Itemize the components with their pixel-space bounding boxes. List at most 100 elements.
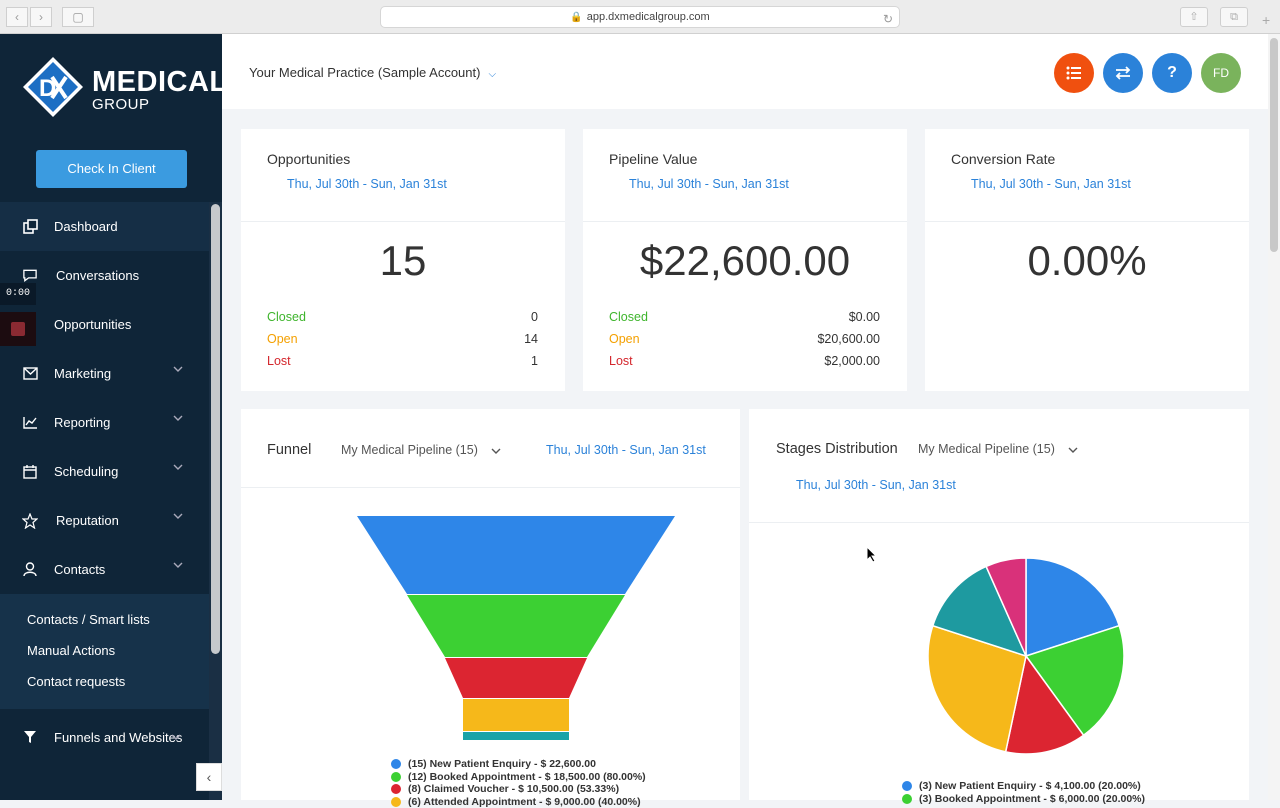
legend-item[interactable]: (3) Booked Appointment - $ 6,000.00 (20.…	[902, 793, 1145, 806]
page-scrollbar-thumb[interactable]	[1270, 38, 1278, 252]
address-bar[interactable]: 🔒app.dxmedicalgroup.com ↻	[380, 6, 900, 28]
url-text: app.dxmedicalgroup.com	[587, 11, 710, 23]
legend-item[interactable]: (8) Claimed Voucher - $ 10,500.00 (53.33…	[391, 783, 646, 796]
sidebar-item-reporting[interactable]: Reporting	[0, 398, 209, 447]
open-value: 14	[524, 332, 538, 346]
pipeline-select[interactable]: My Medical Pipeline (15)	[918, 442, 1078, 456]
funnel-layer-last	[463, 732, 569, 740]
stages-pie-chart	[749, 539, 1249, 779]
account-switcher[interactable]: Your Medical Practice (Sample Account)⌵	[249, 65, 496, 80]
reload-icon[interactable]: ↻	[883, 9, 893, 30]
tabs-icon[interactable]: ⧉	[1220, 7, 1248, 27]
legend-label: (3) New Patient Enquiry - $ 4,100.00 (20…	[919, 780, 1141, 792]
page-scrollbar[interactable]	[1268, 34, 1280, 800]
date-range-link[interactable]: Thu, Jul 30th - Sun, Jan 31st	[796, 478, 956, 492]
question-icon: ?	[1167, 64, 1177, 82]
chevron-down-icon	[171, 734, 181, 740]
conversion-rate-card: Conversion Rate Thu, Jul 30th - Sun, Jan…	[925, 129, 1249, 391]
legend-dot	[902, 781, 912, 791]
share-icon[interactable]: ⇧	[1180, 7, 1208, 27]
funnel-panel: Funnel My Medical Pipeline (15) Thu, Jul…	[241, 409, 740, 800]
divider	[241, 221, 565, 222]
submenu-item-smart-lists[interactable]: Contacts / Smart lists	[0, 604, 209, 635]
legend-item[interactable]: (15) New Patient Enquiry - $ 22,600.00	[391, 758, 646, 771]
panel-title: Funnel	[267, 442, 311, 458]
lost-label: Lost	[609, 354, 633, 368]
task-list-button[interactable]	[1054, 53, 1094, 93]
legend-dot	[391, 797, 401, 807]
dashboard-icon	[22, 219, 38, 235]
card-title: Conversion Rate	[951, 151, 1055, 167]
card-title: Pipeline Value	[609, 151, 697, 167]
chat-icon	[22, 268, 38, 284]
chevron-down-icon	[173, 415, 183, 421]
logo[interactable]: D MEDICAL GROUP	[22, 54, 202, 122]
sidebar-item-reputation[interactable]: Reputation	[0, 496, 209, 545]
sidebar-item-marketing[interactable]: Marketing	[0, 349, 209, 398]
collapse-sidebar-button[interactable]: ‹	[196, 763, 222, 791]
stop-icon	[11, 322, 25, 336]
submenu-item-manual-actions[interactable]: Manual Actions	[0, 635, 209, 666]
new-tab-icon[interactable]: +	[1262, 12, 1270, 28]
lost-row: Lost $2,000.00	[609, 354, 880, 376]
pipeline-select-value: My Medical Pipeline (15)	[341, 443, 478, 457]
pipeline-value-card: Pipeline Value Thu, Jul 30th - Sun, Jan …	[583, 129, 907, 391]
filter-icon	[22, 729, 38, 745]
date-range-link[interactable]: Thu, Jul 30th - Sun, Jan 31st	[546, 443, 706, 457]
logo-subtext: GROUP	[92, 96, 150, 113]
mail-icon	[22, 366, 38, 382]
list-icon	[1066, 66, 1082, 80]
sidebar-toggle-icon[interactable]: ▢	[62, 7, 94, 27]
sidebar-scrollbar-thumb[interactable]	[211, 204, 220, 654]
date-range-link[interactable]: Thu, Jul 30th - Sun, Jan 31st	[971, 177, 1131, 191]
opportunities-card: Opportunities Thu, Jul 30th - Sun, Jan 3…	[241, 129, 565, 391]
legend-item[interactable]: (6) Attended Appointment - $ 9,000.00 (4…	[391, 796, 646, 808]
open-value: $20,600.00	[817, 332, 880, 346]
browser-toolbar: ‹ › ▢ 🔒app.dxmedicalgroup.com ↻ ⇧ ⧉ +	[0, 0, 1280, 34]
legend-label: (15) New Patient Enquiry - $ 22,600.00	[408, 758, 596, 770]
check-in-client-button[interactable]: Check In Client	[36, 150, 187, 188]
date-range-link[interactable]: Thu, Jul 30th - Sun, Jan 31st	[629, 177, 789, 191]
sidebar-item-contacts[interactable]: Contacts	[0, 545, 209, 594]
pipeline-select[interactable]: My Medical Pipeline (15)	[341, 443, 501, 457]
legend-dot	[391, 772, 401, 782]
date-range-link[interactable]: Thu, Jul 30th - Sun, Jan 31st	[287, 177, 447, 191]
funnel-layer-new-patient	[357, 516, 675, 594]
lost-value: 1	[531, 354, 538, 368]
record-stop-button[interactable]	[0, 312, 36, 346]
legend-item[interactable]: (3) New Patient Enquiry - $ 4,100.00 (20…	[902, 780, 1145, 793]
avatar[interactable]: FD	[1201, 53, 1241, 93]
submenu-item-contact-requests[interactable]: Contact requests	[0, 666, 209, 697]
lost-label: Lost	[267, 354, 291, 368]
legend-item[interactable]: (12) Booked Appointment - $ 18,500.00 (8…	[391, 771, 646, 784]
lost-row: Lost 1	[267, 354, 538, 376]
contacts-submenu: Contacts / Smart lists Manual Actions Co…	[0, 594, 209, 709]
chevron-down-icon: ⌵	[488, 69, 496, 80]
funnel-layer-booked	[407, 595, 625, 657]
back-icon[interactable]: ‹	[6, 7, 28, 27]
legend-label: (8) Claimed Voucher - $ 10,500.00 (53.33…	[408, 783, 619, 795]
closed-value: $0.00	[849, 310, 880, 324]
logo-diamond-icon: D	[22, 56, 84, 118]
pipeline-value: $22,600.00	[583, 237, 907, 285]
divider	[925, 221, 1249, 222]
chevron-down-icon	[173, 562, 183, 568]
conversion-rate-value: 0.00%	[925, 237, 1249, 285]
logo-text: MEDICAL	[92, 66, 228, 99]
legend-dot	[391, 759, 401, 769]
sidebar-item-funnels[interactable]: Funnels and Websites	[0, 709, 209, 765]
switch-account-button[interactable]	[1103, 53, 1143, 93]
lost-value: $2,000.00	[824, 354, 880, 368]
chart-icon	[22, 415, 38, 431]
sidebar-item-dashboard[interactable]: Dashboard	[0, 202, 209, 251]
stages-legend: (3) New Patient Enquiry - $ 4,100.00 (20…	[902, 780, 1145, 805]
sidebar-item-label: Conversations	[56, 268, 139, 283]
funnel-layer-claimed	[445, 658, 587, 698]
help-button[interactable]: ?	[1152, 53, 1192, 93]
sidebar-item-scheduling[interactable]: Scheduling	[0, 447, 209, 496]
forward-icon[interactable]: ›	[30, 7, 52, 27]
legend-label: (12) Booked Appointment - $ 18,500.00 (8…	[408, 771, 646, 783]
cursor-icon	[866, 546, 878, 563]
